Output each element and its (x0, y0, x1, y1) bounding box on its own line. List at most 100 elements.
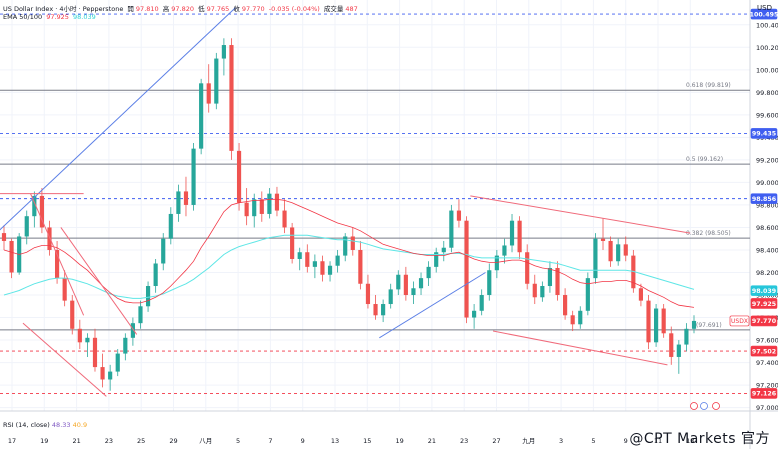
y-tick-label: 99.600 (756, 111, 778, 119)
candle-body (244, 202, 249, 217)
rsi-value: 48.33 (51, 421, 71, 429)
candle-body (24, 216, 29, 237)
rsi-ma-value: 40.9 (72, 421, 88, 429)
y-tick-label: 97.600 (756, 337, 778, 345)
candle-body (456, 210, 462, 221)
candle-body (418, 278, 424, 289)
candle-body (691, 320, 697, 329)
x-tick-label: 19 (40, 437, 48, 445)
candle-body (85, 337, 90, 343)
candle-body (206, 83, 211, 104)
candle-body (138, 306, 143, 324)
candle-body (335, 255, 340, 266)
price-tag-label: 99.435 (752, 131, 776, 138)
x-tick-label: 13 (686, 437, 694, 445)
x-tick-label: 29 (169, 437, 177, 445)
x-tick-label: 5 (236, 437, 240, 445)
candle-body (676, 344, 681, 357)
candle-body (532, 283, 537, 298)
ema100-value: 98.039 (73, 13, 96, 21)
support-trendline (379, 272, 486, 339)
y-tick-label: 100.200 (756, 44, 778, 52)
price-tag (750, 8, 778, 20)
candle-body (547, 267, 553, 287)
candle-body (646, 300, 651, 343)
candle-body (441, 247, 446, 253)
candle-body (54, 249, 60, 279)
candle-body (282, 210, 287, 228)
x-tick-label: 13 (331, 437, 339, 445)
candle-body (358, 249, 363, 284)
fib-level-label: (97.691) (696, 322, 722, 329)
candle-body (221, 45, 226, 59)
currency-label: USD (757, 4, 772, 12)
candle-body (47, 227, 52, 250)
x-tick-label: 25 (137, 437, 145, 445)
x-tick-label: 17 (8, 437, 16, 445)
candle-body (684, 328, 689, 345)
price-tag-label: 97.126 (752, 391, 777, 398)
price-tag-label: 97.925 (752, 301, 776, 308)
open-label: 開 (127, 5, 134, 13)
close-value: 97.770 (241, 5, 265, 13)
price-tag (750, 315, 778, 327)
x-tick-label: 7 (268, 437, 272, 445)
open-value: 97.810 (135, 5, 159, 13)
price-tag (750, 388, 778, 399)
x-tick-label: 3 (559, 437, 563, 445)
change-value: -0.035 (-0.04%) (268, 5, 320, 13)
close-label: 收 (233, 5, 240, 13)
candle-body (426, 266, 431, 279)
y-tick-label: 97.000 (756, 404, 778, 412)
candle-body (327, 265, 333, 275)
candle-body (236, 150, 242, 203)
descending-channel-bottom (492, 330, 668, 366)
candle-body (130, 323, 135, 338)
candle-body (487, 270, 492, 296)
event-marker-icon (690, 402, 698, 410)
candle-body (669, 333, 674, 357)
ema-legend[interactable]: EMA 50/100 97.925 98.039 (3, 13, 98, 21)
candle-body (32, 195, 37, 217)
rsi-legend[interactable]: RSI (14, close) 48.33 40.9 (3, 421, 87, 429)
x-tick-label: 23 (105, 437, 113, 445)
candle-body (396, 274, 401, 290)
candle-body (479, 295, 484, 311)
x-tick-label: 5 (591, 437, 595, 445)
x-tick-label: 27 (492, 437, 500, 445)
candle-body (115, 353, 120, 372)
x-tick-label: 23 (460, 437, 468, 445)
y-tick-label: 100.400 (756, 21, 778, 29)
candle-body (540, 286, 545, 298)
candle-body (608, 240, 613, 262)
event-marker-icon (712, 402, 720, 410)
candle-body (176, 191, 181, 214)
candle-body (494, 255, 499, 271)
y-tick-label: 99.800 (756, 89, 778, 97)
y-tick-label: 100.000 (756, 66, 778, 74)
symbol-title[interactable]: US Dollar Index · 4小时 · Pepperstone (3, 5, 124, 13)
candle-body (70, 300, 75, 329)
candle-body (183, 191, 189, 205)
price-tag-label: 100.495 (750, 11, 778, 18)
candle-body (214, 58, 219, 104)
x-tick-label: 八月 (199, 437, 212, 445)
symbol-tag (729, 315, 750, 327)
ema50-line (3, 198, 695, 308)
x-tick-label: 21 (428, 437, 436, 445)
y-tick-label: 98.800 (756, 201, 778, 209)
candle-body (365, 283, 371, 305)
fib-level-label: 0.618 (99.819) (686, 82, 731, 89)
candle-body (434, 252, 439, 267)
symbol-info-line: US Dollar Index · 4小时 · Pepperstone 開 97.… (3, 3, 360, 13)
candle-body (199, 83, 204, 149)
price-tag (750, 285, 778, 296)
candle-body (661, 308, 666, 334)
candle-body (502, 245, 507, 256)
price-tag-label: 97.502 (752, 348, 776, 355)
candle-body (267, 193, 272, 214)
candle-body (153, 263, 158, 287)
wedge-lower-line (22, 322, 107, 397)
y-tick-label: 98.400 (756, 246, 778, 254)
